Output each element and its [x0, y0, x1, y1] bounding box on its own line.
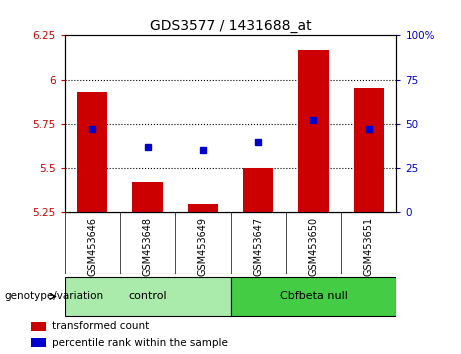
Bar	[354, 88, 384, 212]
FancyBboxPatch shape	[230, 276, 396, 316]
Text: GSM453646: GSM453646	[87, 217, 97, 276]
Text: percentile rank within the sample: percentile rank within the sample	[52, 338, 228, 348]
Text: GSM453650: GSM453650	[308, 217, 319, 276]
Bar	[243, 168, 273, 212]
Bar	[188, 204, 218, 212]
Bar	[77, 92, 107, 212]
Bar	[132, 182, 163, 212]
Text: GSM453647: GSM453647	[253, 217, 263, 276]
Bar	[298, 50, 329, 212]
Title: GDS3577 / 1431688_at: GDS3577 / 1431688_at	[150, 19, 311, 33]
Text: control: control	[128, 291, 167, 302]
Text: GSM453649: GSM453649	[198, 217, 208, 276]
FancyBboxPatch shape	[65, 276, 230, 316]
Bar	[31, 338, 46, 347]
Text: GSM453651: GSM453651	[364, 217, 374, 276]
Text: genotype/variation: genotype/variation	[5, 291, 104, 302]
Bar	[31, 322, 46, 331]
Text: Cbfbeta null: Cbfbeta null	[279, 291, 348, 302]
Text: transformed count: transformed count	[52, 321, 149, 331]
Text: GSM453648: GSM453648	[142, 217, 153, 276]
